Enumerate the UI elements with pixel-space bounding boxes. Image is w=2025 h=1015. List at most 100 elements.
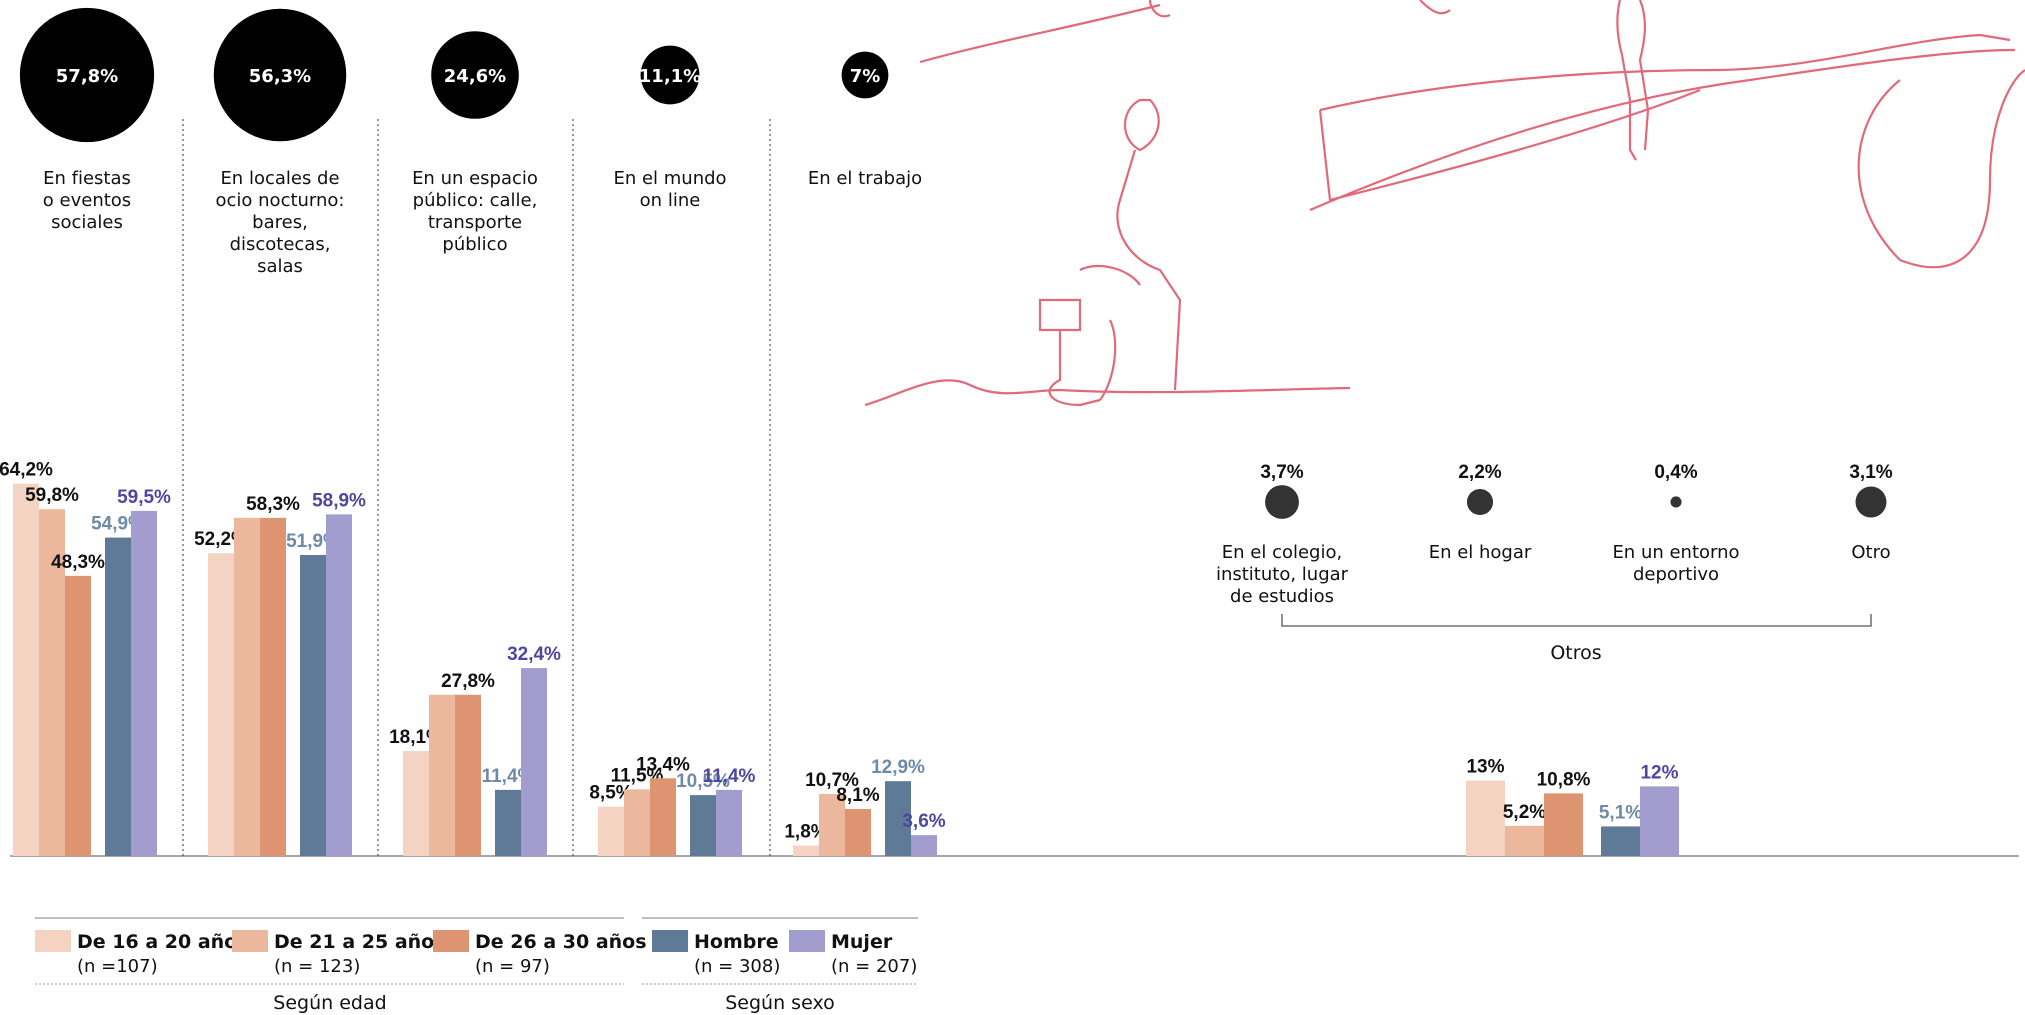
total-bubble bbox=[431, 31, 519, 119]
otros-dot bbox=[1265, 485, 1299, 519]
legend-label: Mujer bbox=[831, 931, 893, 953]
bar bbox=[650, 778, 676, 856]
value-label: 58,3% bbox=[246, 494, 300, 515]
value-label: 8,1% bbox=[836, 785, 879, 806]
legend-group-label: Según sexo bbox=[725, 992, 834, 1014]
category-label: En locales de ocio nocturno: bares, discote… bbox=[216, 168, 345, 277]
bar bbox=[1505, 825, 1544, 856]
legend-swatch bbox=[433, 930, 469, 952]
legend-group-label: Según edad bbox=[273, 992, 386, 1014]
total-bubble bbox=[213, 8, 347, 142]
bar bbox=[845, 809, 871, 856]
total-label: 56,3% bbox=[249, 66, 311, 87]
otros-dot bbox=[1466, 488, 1494, 516]
otros-value-label: 3,7% bbox=[1260, 462, 1303, 483]
legend-swatch bbox=[789, 930, 825, 952]
otros-value-label: 0,4% bbox=[1654, 462, 1697, 483]
value-label: 13,4% bbox=[636, 754, 690, 775]
bar bbox=[885, 781, 911, 856]
legend-n: (n = 308) bbox=[694, 956, 780, 977]
bar bbox=[716, 789, 742, 856]
total-label: 24,6% bbox=[444, 66, 506, 87]
otros-value-label: 3,1% bbox=[1849, 462, 1892, 483]
bar bbox=[131, 510, 157, 856]
bar bbox=[598, 806, 624, 856]
bar bbox=[521, 668, 547, 856]
category-label: En el mundo on line bbox=[613, 168, 726, 211]
bar bbox=[1544, 793, 1583, 856]
value-label: 1,8% bbox=[784, 822, 827, 843]
total-label: 7% bbox=[850, 66, 881, 87]
category-label: En un entorno deportivo bbox=[1612, 542, 1739, 585]
bar bbox=[690, 795, 716, 856]
total-label: 57,8% bbox=[56, 66, 118, 87]
bar bbox=[13, 483, 39, 856]
bar bbox=[65, 575, 91, 856]
value-label: 48,3% bbox=[51, 552, 105, 573]
value-label: 5,1% bbox=[1599, 802, 1642, 823]
legend-label: De 21 a 25 años bbox=[274, 931, 446, 953]
bar bbox=[624, 789, 650, 856]
category-label: En el colegio, instituto, lugar de estudio… bbox=[1216, 542, 1349, 607]
bar bbox=[300, 554, 326, 856]
bar bbox=[819, 793, 845, 856]
illustration bbox=[864, 0, 2025, 407]
value-label: 5,2% bbox=[1503, 802, 1546, 823]
otros-dot bbox=[1855, 486, 1887, 518]
value-label: 8,5% bbox=[589, 783, 632, 804]
value-label: 10,5% bbox=[676, 771, 730, 792]
legend-n: (n = 97) bbox=[475, 956, 550, 977]
otros-dot bbox=[1670, 496, 1682, 508]
category-label: En un espacio público: calle, transporte pú… bbox=[412, 168, 538, 255]
value-label: 12% bbox=[1640, 762, 1678, 783]
total-bubble bbox=[640, 45, 700, 105]
bar bbox=[234, 517, 260, 856]
legend-swatch bbox=[35, 930, 71, 952]
value-label: 58,9% bbox=[312, 490, 366, 511]
legend-n: (n =107) bbox=[77, 956, 158, 977]
value-label: 10,7% bbox=[805, 770, 859, 791]
legend-label: De 26 a 30 años bbox=[475, 931, 647, 953]
legend-swatch bbox=[232, 930, 268, 952]
total-bubble bbox=[841, 51, 889, 99]
category-label: En el trabajo bbox=[808, 168, 922, 189]
value-label: 10,8% bbox=[1537, 769, 1591, 790]
otros-group-label: Otros bbox=[1550, 642, 1601, 664]
bar bbox=[403, 751, 429, 856]
bar bbox=[39, 509, 65, 856]
legend-label: De 16 a 20 años bbox=[77, 931, 249, 953]
category-label: En fiestas o eventos sociales bbox=[43, 168, 131, 233]
bar bbox=[326, 514, 352, 856]
total-bubble bbox=[19, 7, 155, 143]
bracket bbox=[1281, 614, 1872, 627]
bar bbox=[495, 789, 521, 856]
value-label: 64,2% bbox=[0, 460, 53, 481]
bar bbox=[455, 694, 481, 856]
bar bbox=[793, 845, 819, 856]
category-label: Otro bbox=[1851, 542, 1890, 563]
legend-swatch bbox=[652, 930, 688, 952]
bar bbox=[429, 694, 455, 856]
legend-n: (n = 123) bbox=[274, 956, 360, 977]
value-label: 32,4% bbox=[507, 644, 561, 665]
value-label: 59,5% bbox=[117, 487, 171, 508]
bar bbox=[105, 537, 131, 856]
value-label: 27,8% bbox=[441, 671, 495, 692]
bar bbox=[208, 553, 234, 856]
value-label: 12,9% bbox=[871, 757, 925, 778]
bar bbox=[260, 517, 286, 856]
value-label: 13% bbox=[1466, 757, 1504, 778]
total-label: 11,1% bbox=[639, 66, 701, 87]
bar bbox=[1466, 780, 1505, 856]
category-label: En el hogar bbox=[1429, 542, 1532, 563]
value-label: 3,6% bbox=[902, 811, 945, 832]
bar bbox=[1640, 786, 1679, 856]
bar bbox=[911, 835, 937, 856]
value-label: 11,4% bbox=[703, 766, 756, 787]
otros-value-label: 2,2% bbox=[1458, 462, 1501, 483]
value-label: 59,8% bbox=[25, 485, 79, 506]
bar bbox=[1601, 826, 1640, 856]
legend-n: (n = 207) bbox=[831, 956, 917, 977]
legend-label: Hombre bbox=[694, 931, 779, 953]
